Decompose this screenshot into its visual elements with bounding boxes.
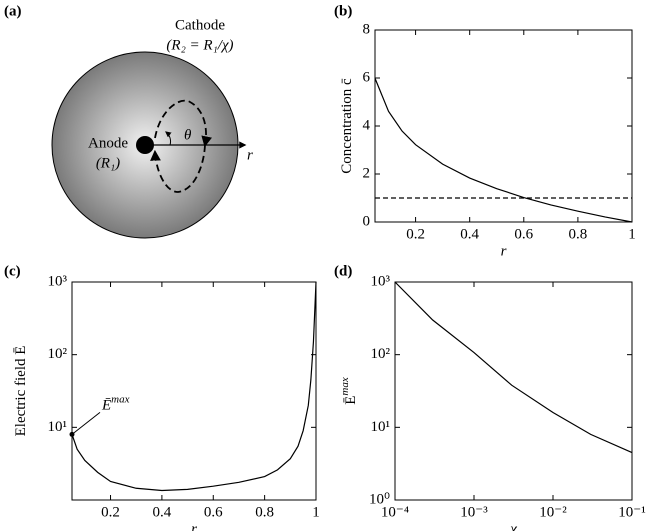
y-tick-label: 10³ bbox=[48, 273, 68, 289]
cathode-label: Cathode bbox=[175, 17, 225, 33]
data-line bbox=[394, 281, 633, 454]
x-tick-label: 1 bbox=[312, 504, 320, 520]
plot-frame bbox=[374, 29, 633, 223]
x-tick-label: 0.6 bbox=[514, 226, 533, 242]
x-tick-label: 0.2 bbox=[101, 504, 120, 520]
panel-label: (d) bbox=[334, 263, 352, 279]
anode-radius: (R₁) bbox=[96, 155, 120, 171]
y-tick-label: 4 bbox=[363, 117, 371, 133]
angle-label: θ bbox=[184, 127, 192, 143]
x-axis-label: r bbox=[191, 521, 197, 531]
y-tick-label: 0 bbox=[363, 213, 371, 229]
x-tick-label: 0.4 bbox=[460, 226, 479, 242]
y-tick-label: 6 bbox=[363, 69, 371, 85]
y-tick-label: 10⁰ bbox=[369, 491, 390, 507]
y-tick-label: 10¹ bbox=[371, 419, 391, 435]
angle-arc bbox=[165, 131, 172, 146]
y-axis-label: Ēmax bbox=[339, 377, 360, 405]
panel-label: (b) bbox=[334, 3, 352, 19]
data-line bbox=[71, 281, 317, 492]
x-tick-label: 0.4 bbox=[153, 504, 172, 520]
y-axis-label-sup: max bbox=[339, 377, 351, 395]
y-axis-label: Electric field Ē bbox=[13, 346, 29, 437]
y-tick-label: 10² bbox=[48, 346, 68, 362]
panel-label: (a) bbox=[4, 3, 22, 19]
annotation-sup: max bbox=[111, 393, 129, 405]
x-tick-label: 10⁻² bbox=[539, 504, 567, 520]
x-tick-label: 10⁻¹ bbox=[618, 504, 645, 520]
field-loop bbox=[154, 99, 212, 148]
x-tick-label: 0.8 bbox=[255, 504, 274, 520]
panel-label: (c) bbox=[4, 263, 21, 279]
y-tick-label: 2 bbox=[363, 165, 371, 181]
y-axis-label: Concentration c̄ bbox=[339, 78, 355, 174]
y-tick-label: 10³ bbox=[371, 273, 391, 289]
field-loop bbox=[150, 144, 206, 193]
anode-label: Anode bbox=[88, 135, 128, 151]
y-axis-label-text: Ē bbox=[343, 396, 359, 405]
x-axis-label: r bbox=[501, 243, 507, 259]
y-axis-label-text: Concentration c̄ bbox=[339, 78, 355, 174]
x-tick-label: 1 bbox=[628, 226, 636, 242]
annotation-text: Ē bbox=[101, 398, 111, 414]
x-tick-label: 0.8 bbox=[569, 226, 588, 242]
annotation: Ēmax bbox=[101, 393, 130, 414]
x-tick-label: 10⁻⁴ bbox=[381, 504, 409, 520]
y-tick-label: 10² bbox=[371, 346, 391, 362]
cathode-radius: (R₂ = R₁/χ) bbox=[166, 37, 233, 53]
x-tick-label: 0.2 bbox=[406, 226, 425, 242]
y-axis-label-text: Electric field Ē bbox=[13, 346, 29, 437]
x-tick-label: 0.6 bbox=[204, 504, 223, 520]
diagram: (a) Cathode (R₂ = R₁/χ) Anode (R₁) θ r bbox=[4, 3, 253, 239]
plot-frame bbox=[71, 281, 317, 501]
y-tick-label: 8 bbox=[363, 21, 371, 37]
radial-label: r bbox=[247, 147, 253, 163]
plot-frame bbox=[394, 281, 633, 501]
annotation-leader bbox=[71, 411, 101, 435]
x-tick-label: 10⁻³ bbox=[460, 504, 488, 520]
data-line bbox=[374, 78, 633, 223]
y-tick-label: 10¹ bbox=[48, 419, 68, 435]
x-axis-label: χ bbox=[508, 521, 517, 531]
